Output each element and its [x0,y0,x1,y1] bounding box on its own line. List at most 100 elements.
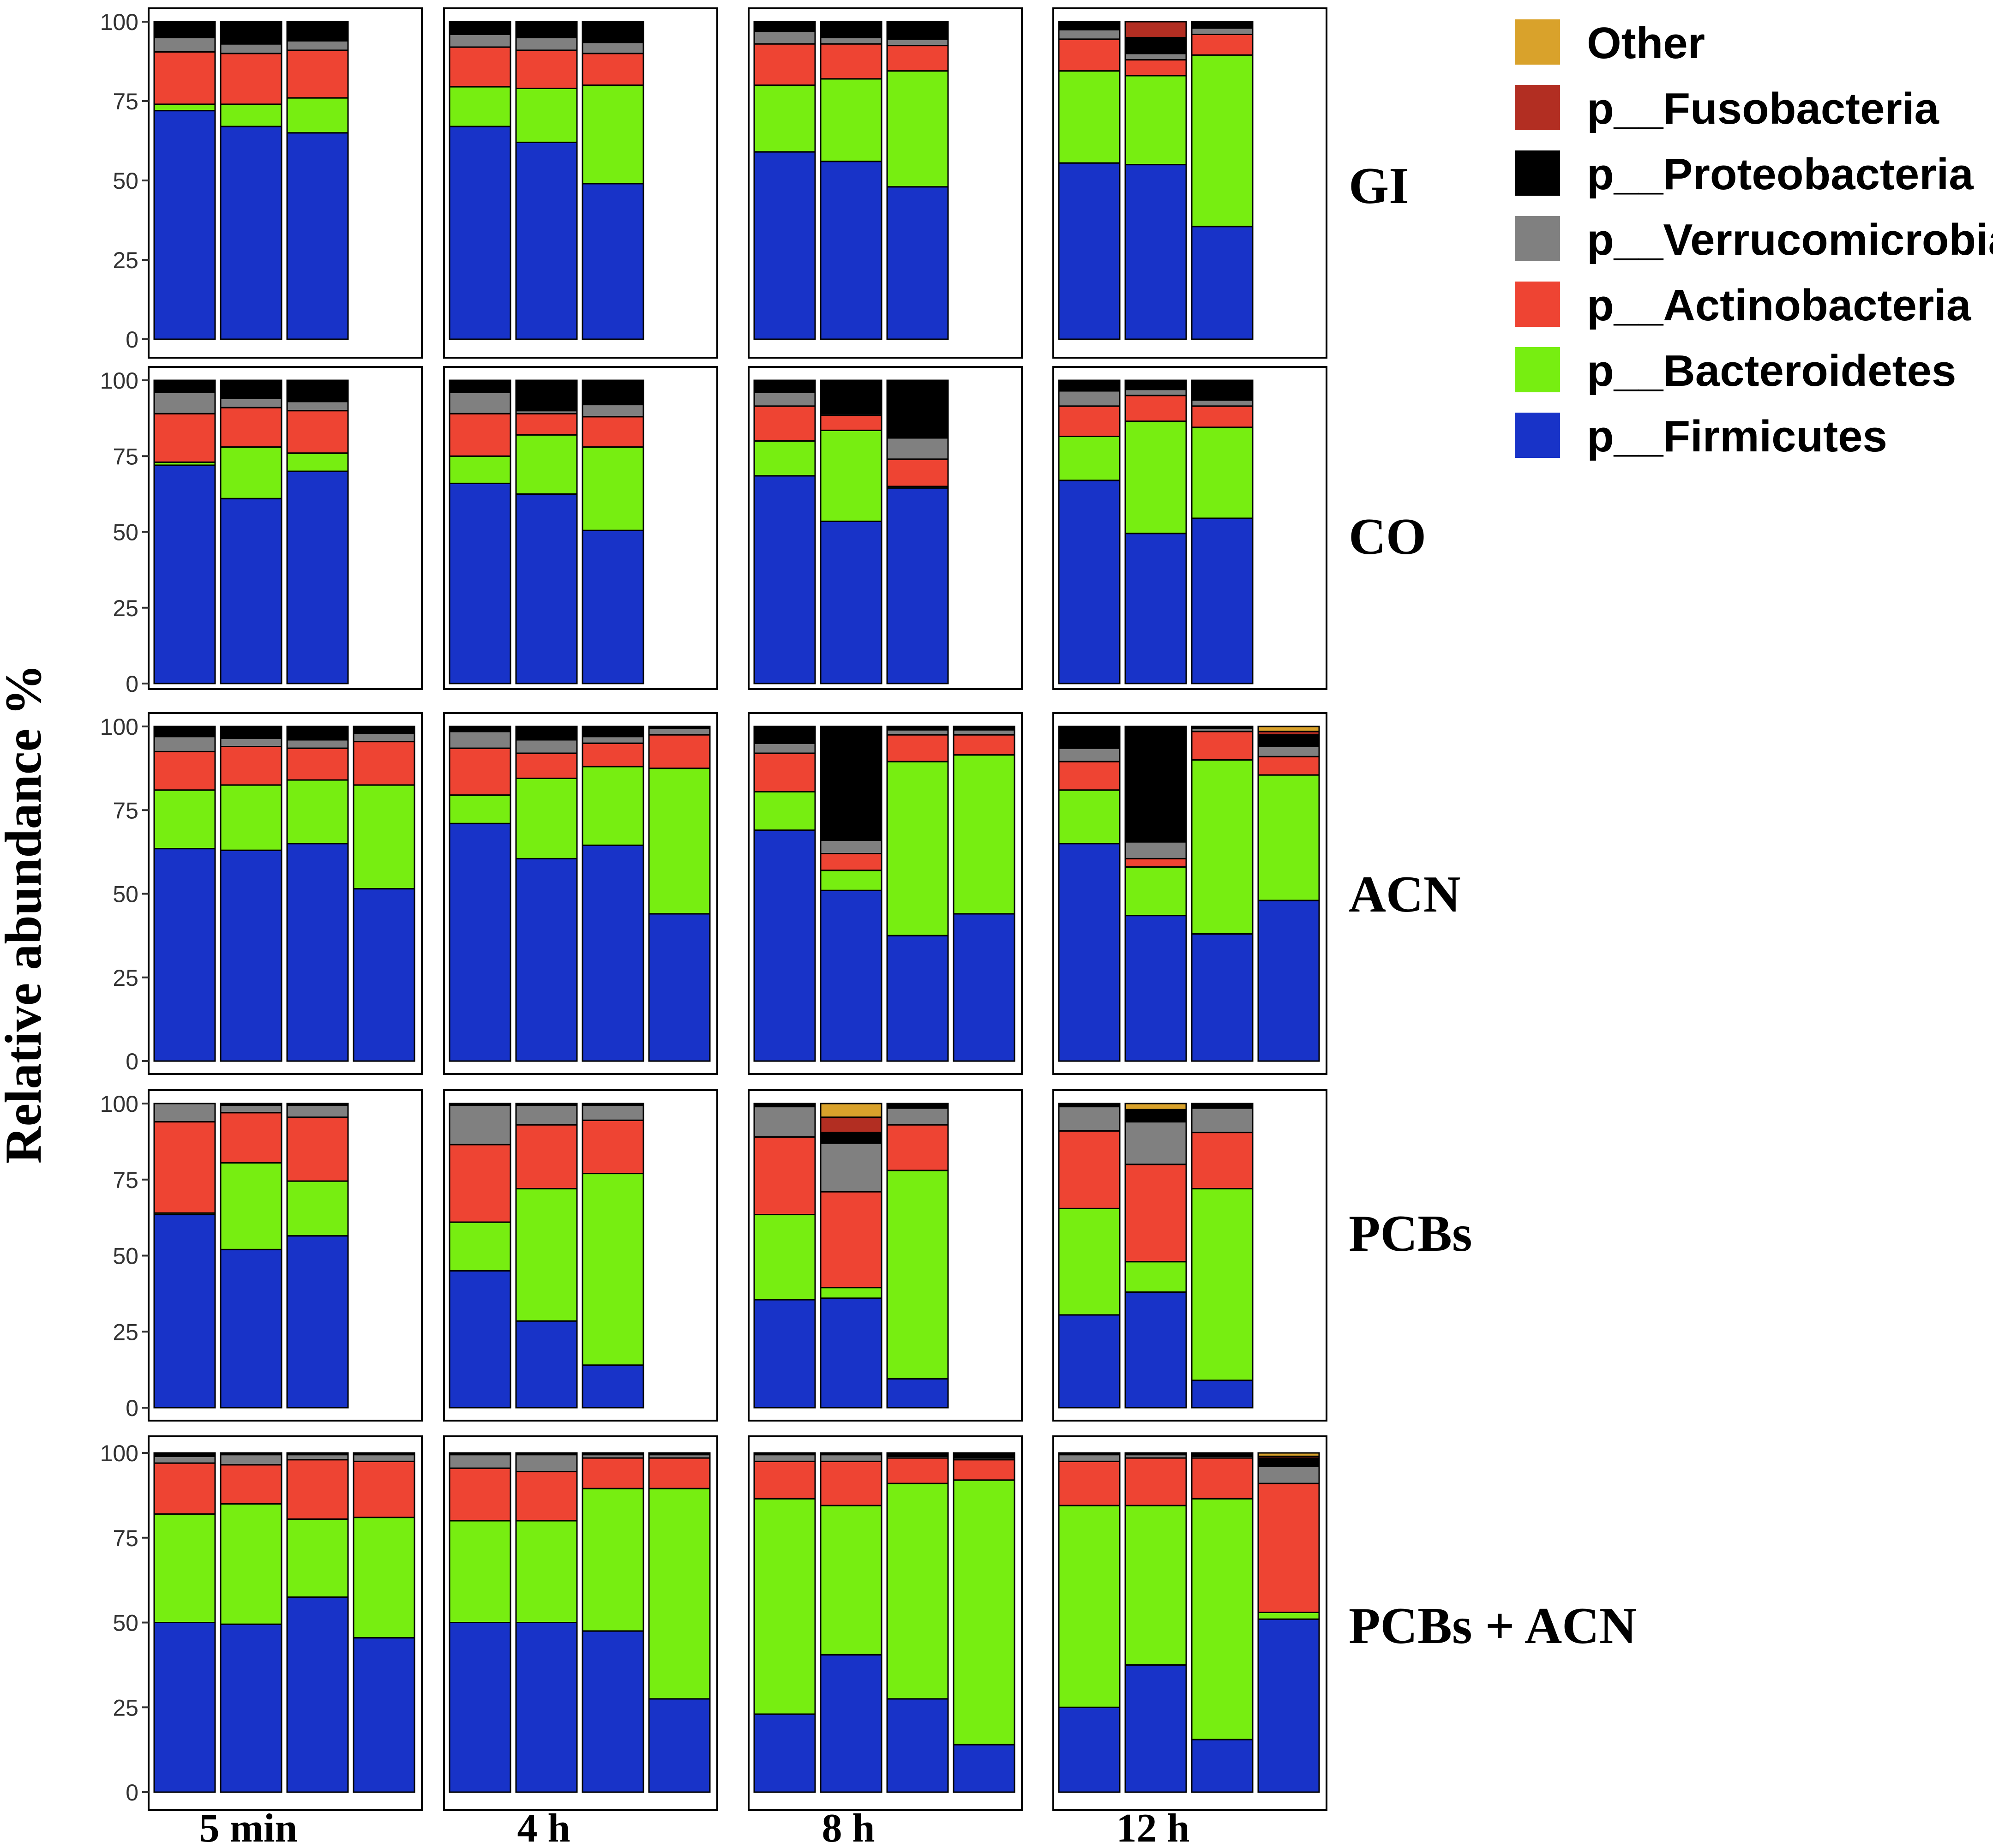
bar-segment-proteobacteria [1257,734,1320,747]
bar-segment-firmicutes [820,1297,882,1409]
bar-segment-proteobacteria [353,1452,415,1456]
legend-label: p__Actinobacteria [1587,281,1971,330]
bar-segment-actinobacteria [220,407,282,448]
panel-3-0: 0 25 50 75 100 [100,1089,423,1422]
bar-segment-proteobacteria [648,726,711,729]
bar-segment-verrucomicrobia [1058,1454,1121,1462]
legend-swatch [1515,150,1560,196]
bar-segment-actinobacteria [820,853,882,871]
legend-swatch [1515,216,1560,261]
bar-segment-firmicutes [582,844,644,1062]
bar [515,1103,578,1409]
bar-segment-firmicutes [1058,1706,1121,1793]
bar-segment-proteobacteria [449,21,511,36]
bar-segment-actinobacteria [353,741,415,786]
bar [820,1452,882,1793]
bar-segment-bacteroidetes [820,78,882,162]
column-label: 8 h [822,1806,875,1848]
bar-segment-proteobacteria [753,1452,816,1456]
panel-0-2 [748,7,1023,359]
bar-segment-proteobacteria [820,1132,882,1144]
bar-segment-verrucomicrobia [220,43,282,54]
bar-segment-firmicutes [1191,517,1254,684]
bar-segment-proteobacteria [753,21,816,32]
bar-segment-actinobacteria [1191,34,1254,56]
bar-segment-actinobacteria [286,747,349,781]
bar-segment-proteobacteria [820,21,882,38]
bar-segment-actinobacteria [286,1459,349,1520]
panel-0-3 [1052,7,1327,359]
bar-segment-actinobacteria [582,53,644,86]
bar-segment-bacteroidetes [449,1221,511,1272]
bar-segment-bacteroidetes [220,1162,282,1250]
bar-segment-firmicutes [1124,915,1187,1062]
column-label: 5 min [199,1806,298,1848]
y-tick-label: 100 [100,1091,138,1117]
y-tick-label: 0 [126,671,138,697]
bar-segment-bacteroidetes [449,794,511,824]
bar-segment-verrucomicrobia [753,1106,816,1138]
bar-segment-actinobacteria [886,45,949,72]
bar-segment-actinobacteria [449,1144,511,1223]
bar-segment-firmicutes [449,822,511,1062]
legend-label: p__Firmicutes [1587,412,1887,461]
bar-segment-verrucomicrobia [753,742,816,754]
bar-segment-verrucomicrobia [1257,746,1320,757]
y-tick-label: 75 [113,798,138,823]
bar-segment-bacteroidetes [582,446,644,531]
bar-segment-actinobacteria [515,1470,578,1522]
bar-segment-actinobacteria [753,43,816,86]
bar-segment-firmicutes [820,889,882,1062]
bar-segment-firmicutes [153,848,216,1062]
bar [886,1452,949,1793]
legend-item: p__Verrucomicrobia [1515,215,1993,264]
bar-segment-firmicutes [648,913,711,1062]
bar-segment-verrucomicrobia [353,1454,415,1462]
bar-segment-bacteroidetes [153,103,216,112]
bar-segment-firmicutes [886,935,949,1062]
bar-segment-firmicutes [1191,1380,1254,1409]
bar-segment-actinobacteria [820,1191,882,1289]
bar-segment-firmicutes [753,1299,816,1409]
bar-segment-actinobacteria [220,1112,282,1164]
bar-segment-bacteroidetes [886,1170,949,1380]
bar [353,1452,415,1793]
bar-segment-proteobacteria [1058,21,1121,30]
bar-segment-verrucomicrobia [753,391,816,407]
bar-segment-actinobacteria [1058,1460,1121,1506]
legend-swatch [1515,19,1560,65]
bar-segment-bacteroidetes [582,1488,644,1632]
bar-segment-actinobacteria [449,747,511,796]
y-tick-label: 100 [100,368,138,394]
panel-1-1 [443,366,718,690]
bar-segment-verrucomicrobia [1058,390,1121,407]
bar-segment-bacteroidetes [953,1479,1015,1746]
y-tick-label: 0 [126,327,138,353]
bar-segment-verrucomicrobia [1191,1107,1254,1134]
bar-segment-firmicutes [153,110,216,340]
bar-segment-bacteroidetes [515,777,578,859]
legend-item: p__Proteobacteria [1515,150,1974,199]
bar-segment-other [1257,726,1320,732]
bar-segment-verrucomicrobia [153,1103,216,1123]
bar [449,1103,511,1409]
bar-segment-proteobacteria [220,379,282,399]
bar-segment-proteobacteria [1191,1103,1254,1109]
bar-segment-bacteroidetes [220,446,282,499]
bar-segment-firmicutes [1124,1664,1187,1793]
bar-segment-verrucomicrobia [220,737,282,747]
panel-2-1 [443,712,718,1075]
bar-segment-actinobacteria [1058,405,1121,438]
bar-segment-firmicutes [753,829,816,1062]
bar-segment-firmicutes [648,1698,711,1793]
bar [953,1452,1015,1793]
bar-segment-verrucomicrobia [286,40,349,51]
panel-1-0: 0 25 50 75 100 [100,366,423,697]
bar-segment-proteobacteria [820,379,882,414]
bar-segment-bacteroidetes [753,440,816,477]
bar-segment-proteobacteria [1191,726,1254,729]
bar-segment-actinobacteria [515,1124,578,1190]
bar-segment-bacteroidetes [582,84,644,185]
bar-segment-proteobacteria [153,379,216,393]
legend-item: p__Bacteroidetes [1515,346,1956,396]
